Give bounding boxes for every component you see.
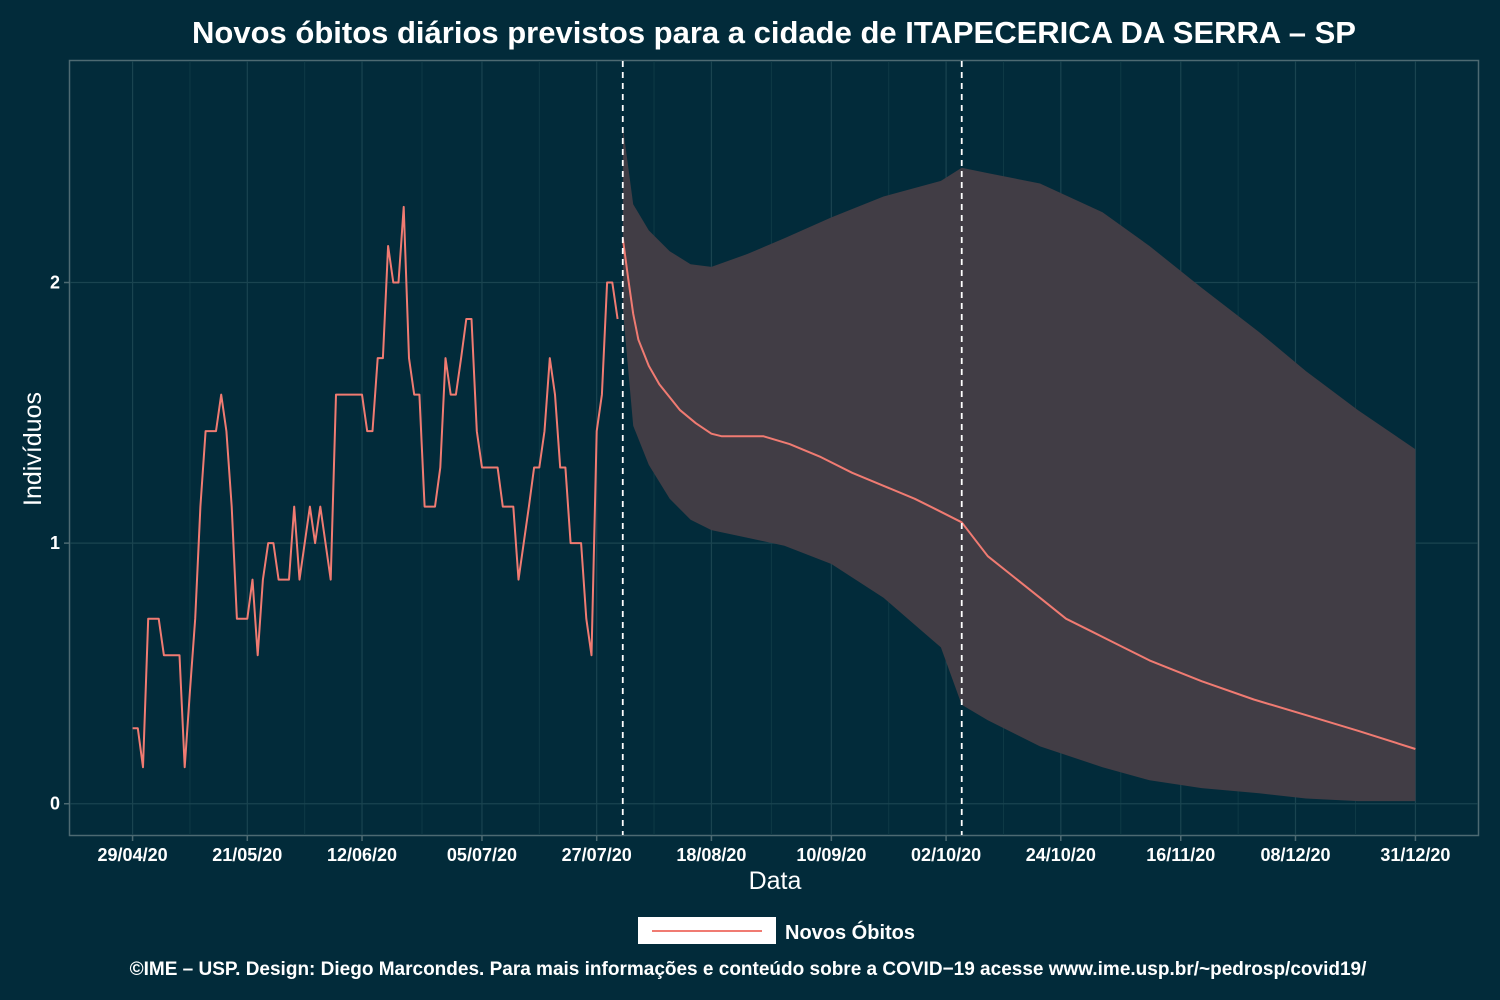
x-tick-label: 12/06/20 — [327, 845, 397, 865]
y-tick-label: 1 — [50, 533, 60, 553]
y-axis-title: Indivíduos — [19, 392, 47, 506]
x-tick-label: 29/04/20 — [98, 845, 168, 865]
x-tick-label: 24/10/20 — [1026, 845, 1096, 865]
series-lines — [132, 205, 1416, 769]
y-axis-ticks: 0 1 2 — [50, 273, 70, 814]
x-tick-label: 02/10/20 — [911, 845, 981, 865]
y-tick-label: 0 — [50, 794, 60, 814]
prediction-band — [622, 126, 1416, 802]
x-tick-label: 05/07/20 — [447, 845, 517, 865]
x-tick-label: 21/05/20 — [212, 845, 282, 865]
series-line-forecast — [621, 238, 1416, 750]
series-line-observed — [132, 205, 619, 769]
x-axis-ticks: 29/04/20 21/05/20 12/06/20 05/07/20 27/07/20… — [98, 835, 1450, 865]
legend: Novos Óbitos — [638, 917, 915, 944]
x-tick-label: 16/11/20 — [1146, 845, 1215, 865]
caption: ©IME – USP. Design: Diego Marcondes. Par… — [130, 959, 1367, 980]
y-tick-label: 2 — [50, 273, 60, 293]
plot-panel — [68, 59, 1480, 837]
x-axis-title: Data — [749, 867, 802, 895]
chart-title: Novos óbitos diários previstos para a ci… — [192, 15, 1356, 50]
forecast-markers — [621, 61, 963, 835]
legend-label: Novos Óbitos — [785, 920, 915, 944]
x-tick-label: 10/09/20 — [796, 845, 866, 865]
x-tick-label: 08/12/20 — [1260, 845, 1330, 865]
x-tick-label: 27/07/20 — [562, 845, 632, 865]
x-tick-label: 18/08/20 — [676, 845, 746, 865]
x-tick-label: 31/12/20 — [1380, 845, 1450, 865]
